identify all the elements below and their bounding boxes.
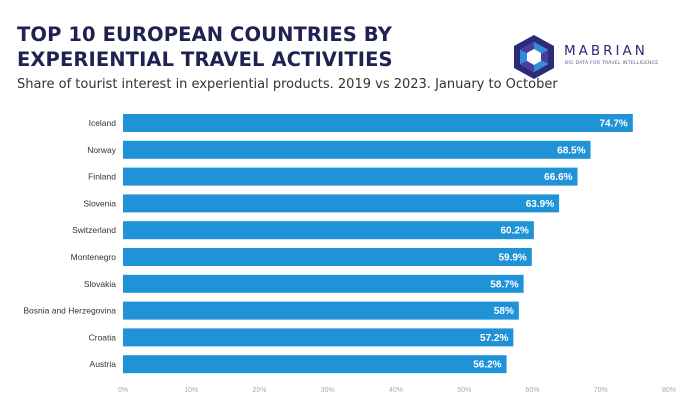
value-label: 59.9% — [498, 253, 526, 264]
logo-tagline: BIG DATA FOR TRAVEL INTELLIGENCE — [565, 61, 659, 66]
x-tick-label: 0% — [118, 387, 128, 394]
x-tick-label: 80% — [662, 387, 676, 394]
logo-name: MABRIAN — [564, 43, 648, 59]
chart-title: TOP 10 EUROPEAN COUNTRIES BY EXPERIENTIA… — [17, 23, 393, 71]
bar-montenegro — [123, 248, 532, 266]
hexagon-logo-icon — [514, 35, 554, 79]
category-label: Norway — [87, 145, 117, 155]
x-tick-label: 30% — [321, 387, 335, 394]
category-label: Finland — [88, 172, 116, 182]
bars — [123, 114, 633, 374]
value-label: 60.2% — [501, 226, 529, 237]
category-label: Austria — [90, 359, 117, 369]
category-labels: Iceland Norway Finland Slovenia Switzerland M… — [23, 118, 116, 369]
value-labels: 74.7% 68.5% 66.6% 63.9% 60.2% 59.9% 58.7% 58% 57… — [473, 119, 628, 371]
bar-chart: Iceland Norway Finland Slovenia Switzerland M… — [23, 114, 676, 394]
category-label: Montenegro — [71, 252, 117, 262]
category-label: Slovakia — [84, 279, 116, 289]
bar-switzerland — [123, 221, 534, 240]
bar-slovenia — [123, 194, 560, 213]
category-label: Iceland — [89, 118, 117, 128]
category-label: Switzerland — [72, 225, 116, 235]
bar-bosnia-and-herzegovina — [123, 301, 519, 320]
bar-norway — [123, 140, 591, 159]
value-label: 58% — [494, 306, 514, 317]
value-label: 57.2% — [480, 333, 508, 344]
bar-slovakia — [123, 274, 524, 293]
x-tick-label: 10% — [184, 387, 198, 394]
bar-iceland — [123, 114, 633, 132]
x-tick-label: 70% — [594, 387, 608, 394]
value-label: 68.5% — [557, 145, 585, 156]
value-label: 66.6% — [544, 172, 572, 183]
category-label: Croatia — [89, 332, 117, 342]
mabrian-logo: MABRIAN BIG DATA FOR TRAVEL INTELLIGENCE — [512, 34, 662, 82]
value-label: 74.7% — [599, 119, 627, 130]
x-tick-label: 60% — [525, 387, 539, 394]
bar-croatia — [123, 328, 514, 347]
value-label: 63.9% — [526, 199, 554, 210]
bar-austria — [123, 355, 507, 374]
x-tick-label: 50% — [457, 387, 471, 394]
category-label: Bosnia and Herzegovina — [23, 306, 116, 316]
value-label: 58.7% — [490, 279, 518, 290]
value-label: 56.2% — [473, 360, 501, 371]
x-axis-ticks: 0% 10% 20% 30% 40% 50% 60% 70% 80% — [118, 387, 676, 394]
x-tick-label: 20% — [252, 387, 266, 394]
bar-finland — [123, 167, 578, 186]
category-label: Slovenia — [83, 198, 116, 208]
x-tick-label: 40% — [389, 387, 403, 394]
chart-subtitle: Share of tourist interest in experientia… — [17, 77, 558, 92]
